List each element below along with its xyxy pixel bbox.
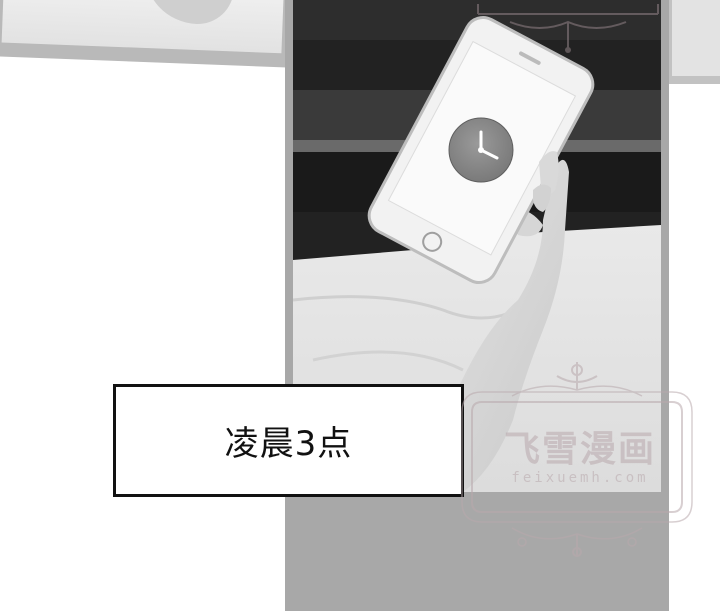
top-left-panel-image bbox=[1, 0, 284, 54]
clock-icon bbox=[448, 117, 514, 183]
watermark-frame bbox=[461, 362, 693, 557]
phone-home-button bbox=[422, 231, 443, 252]
watermark-url: feixuemh.com bbox=[511, 470, 649, 486]
phone bbox=[367, 16, 595, 284]
caption-box: 凌晨3点 bbox=[113, 384, 464, 497]
top-left-panel bbox=[0, 0, 290, 68]
watermark: 飞雪漫画 feixuemh.com bbox=[452, 362, 702, 557]
top-left-panel-shape bbox=[142, 0, 236, 26]
caption-text: 凌晨3点 bbox=[224, 424, 353, 464]
top-ornament bbox=[477, 4, 659, 53]
top-right-panel bbox=[666, 0, 720, 84]
watermark-title: 飞雪漫画 bbox=[503, 429, 656, 470]
photo-panel bbox=[285, 0, 669, 611]
photo-illustration bbox=[293, 0, 661, 492]
photo-image bbox=[293, 0, 661, 492]
top-right-panel-image bbox=[672, 0, 720, 76]
